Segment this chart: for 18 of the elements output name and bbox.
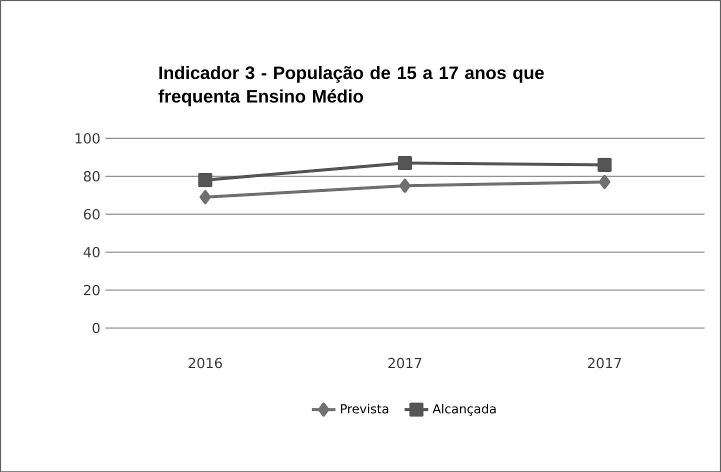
- y-tick-label: 20: [84, 284, 100, 296]
- x-tick-label: 2016: [188, 358, 222, 368]
- y-tick-label: 60: [84, 208, 100, 220]
- y-tick-label: 0: [92, 322, 100, 334]
- x-tick-label: 2017: [388, 358, 422, 368]
- point: [598, 158, 612, 172]
- y-tick-label: 80: [84, 170, 100, 182]
- y-tick-label: 100: [76, 132, 100, 144]
- point: [598, 174, 610, 189]
- point: [200, 190, 211, 204]
- point: [198, 172, 212, 187]
- y-tick-label: 40: [84, 246, 100, 258]
- legend-label: Prevista: [340, 404, 388, 414]
- x-tick-label: 2017: [588, 358, 622, 368]
- point: [399, 178, 411, 193]
- legend-label: Alcançada: [432, 404, 496, 416]
- chart-title: Indicador 3 - População de 15 a 17 anos que frequenta Ensino Médio: [158, 66, 544, 106]
- point: [398, 156, 412, 170]
